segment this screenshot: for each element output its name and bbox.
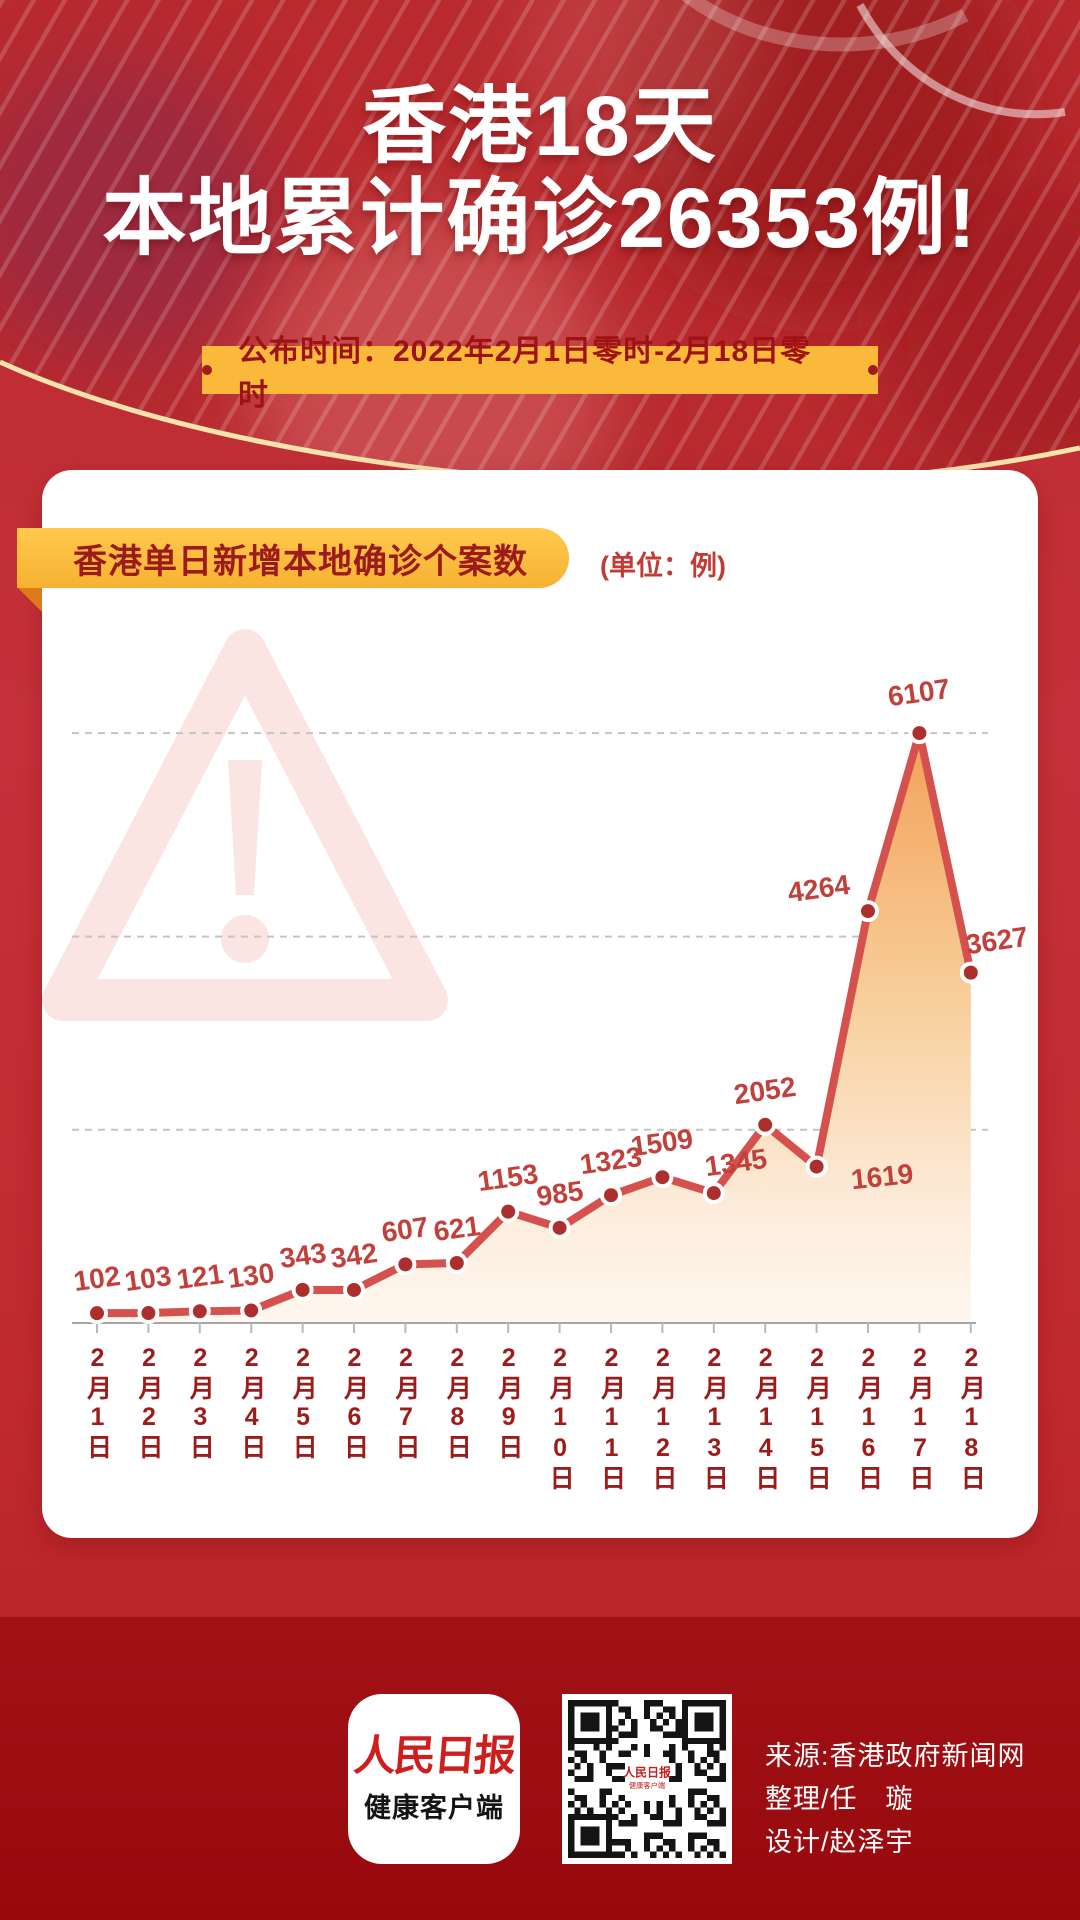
designer-line: 设计/赵泽宇: [765, 1827, 914, 1857]
x-axis-label: 2月2日: [134, 1344, 163, 1462]
data-point: [137, 1302, 160, 1325]
svg-text:人民日报: 人民日报: [623, 1764, 671, 1779]
data-point: [291, 1278, 314, 1301]
data-point: [805, 1155, 828, 1178]
pill-fold: [17, 587, 42, 612]
x-axis-label: 2月5日: [289, 1344, 318, 1462]
data-point: [754, 1113, 777, 1136]
warning-triangle-icon: [42, 629, 448, 1021]
chart-unit-label: (单位：例): [600, 551, 726, 581]
footer: 人民日报 健康客户端 人民日报健康客户端 来源:香港政府新闻网 整理/任 璇 设…: [0, 1617, 1080, 1920]
data-point: [548, 1216, 571, 1239]
data-point: [497, 1200, 520, 1223]
date-banner-text: 公布时间：2022年2月1日零时-2月18日零时: [238, 335, 812, 412]
data-point: [240, 1299, 263, 1322]
people-daily-logo: 人民日报 健康客户端: [348, 1694, 520, 1864]
data-point: [188, 1300, 211, 1323]
x-axis-label: 2月7日: [391, 1344, 420, 1462]
data-point: [600, 1184, 622, 1207]
banner-dot-right: [868, 365, 878, 375]
data-point: [959, 961, 982, 984]
x-axis-label: 2月9日: [494, 1344, 523, 1462]
data-point: [86, 1302, 108, 1325]
x-axis-label: 2月10日: [546, 1344, 575, 1493]
x-axis-label: 2月12日: [648, 1344, 677, 1493]
x-axis-label: 2月8日: [443, 1344, 472, 1462]
chart-title: 香港单日新增本地确诊个案数: [73, 542, 528, 581]
x-axis-label: 2月13日: [700, 1344, 729, 1493]
x-axis-labels: 2月1日 2月2日 2月3日 2月4日 2月5日 2月6日 2月7日 2月8日 2月9日 2月10…: [70, 1344, 990, 1494]
x-axis-label: 2月6日: [340, 1344, 369, 1462]
x-axis-label: 2月17日: [905, 1344, 934, 1493]
svg-text:健康客户端: 健康客户端: [629, 1781, 665, 1790]
data-point: [857, 900, 879, 923]
x-axis-label: 2月11日: [597, 1344, 626, 1493]
data-point: [702, 1182, 725, 1205]
header-background: [0, 0, 1080, 489]
x-axis-label: 2月3日: [186, 1344, 215, 1462]
x-axis-label: 2月1日: [83, 1344, 112, 1462]
credits-block: 来源:香港政府新闻网 整理/任 璇 设计/赵泽宇: [765, 1735, 1026, 1864]
data-point: [651, 1166, 674, 1189]
chart-title-pill: 香港单日新增本地确诊个案数: [17, 528, 569, 588]
qr-code: 人民日报 健康客户端: [562, 1694, 732, 1864]
editor-line: 整理/任 璇: [765, 1784, 914, 1814]
x-axis-label: 2月14日: [751, 1344, 780, 1493]
logo-text-main: 人民日报: [351, 1731, 517, 1779]
x-axis-label: 2月18日: [957, 1344, 986, 1493]
line-chart: [72, 722, 988, 1333]
area-fill: [97, 733, 971, 1323]
x-axis-label: 2月4日: [237, 1344, 266, 1462]
poster-title-line2: 本地累计确诊26353例!: [102, 171, 978, 265]
data-point: [445, 1252, 468, 1275]
banner-dot-left: [202, 365, 212, 375]
x-axis-label: 2月15日: [803, 1344, 832, 1493]
x-axis-label: 2月16日: [854, 1344, 883, 1493]
data-point: [343, 1278, 365, 1301]
data-point: [394, 1253, 417, 1276]
source-line: 来源:香港政府新闻网: [765, 1741, 1026, 1771]
poster-title-line1: 香港18天: [362, 79, 718, 173]
logo-text-sub: 健康客户端: [364, 1792, 504, 1823]
date-banner: 公布时间：2022年2月1日零时-2月18日零时: [202, 335, 878, 412]
data-point: [908, 722, 931, 745]
